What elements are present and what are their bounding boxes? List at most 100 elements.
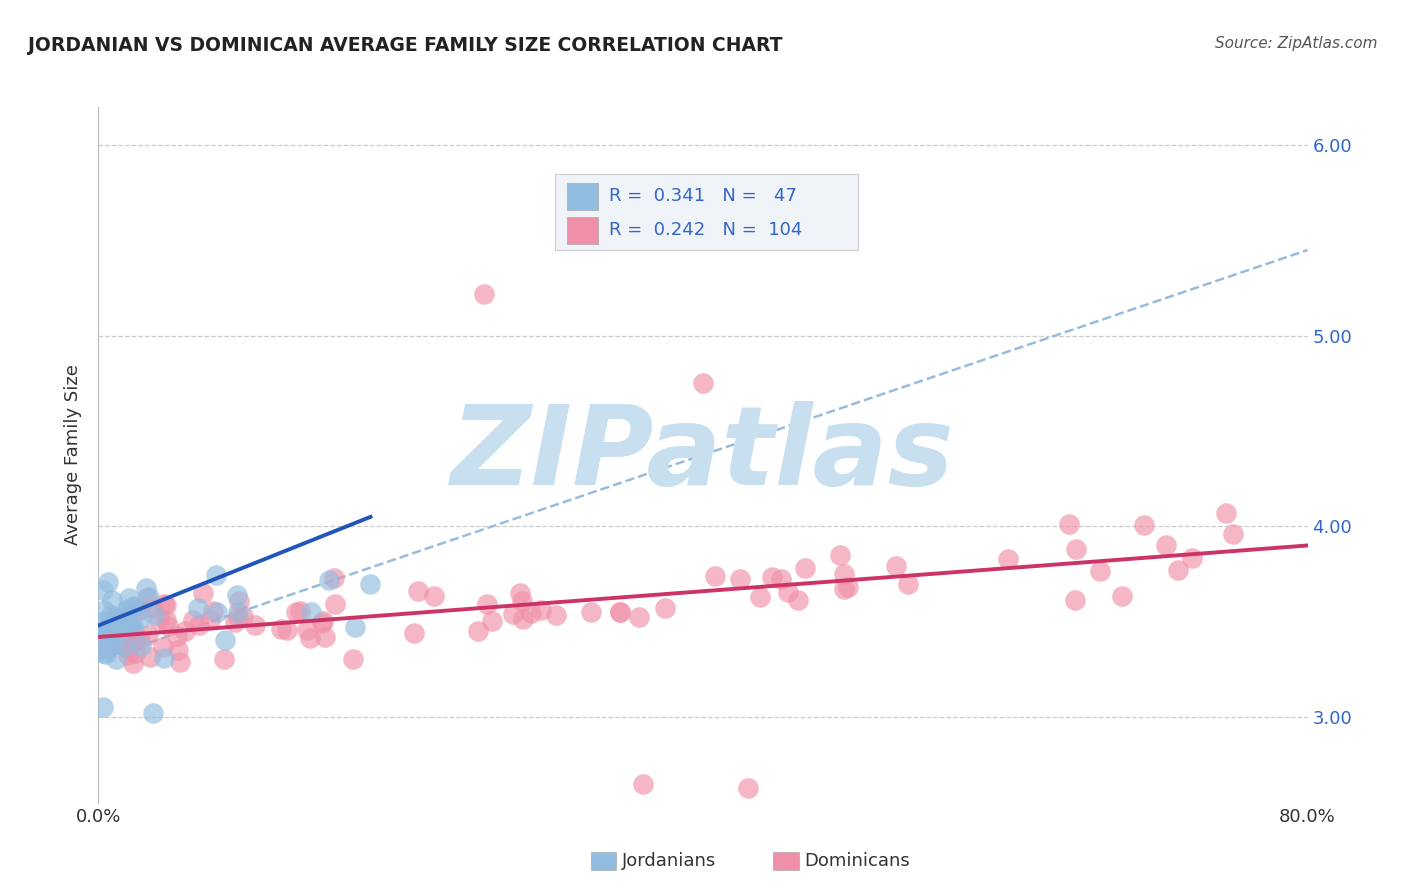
Point bbox=[243, 618, 266, 632]
Point bbox=[148, 612, 170, 626]
Point bbox=[124, 646, 146, 660]
Point bbox=[631, 777, 654, 791]
Point bbox=[121, 619, 143, 633]
Point bbox=[794, 561, 817, 575]
Point bbox=[94, 614, 117, 628]
Point bbox=[224, 615, 246, 629]
Point bbox=[156, 618, 179, 632]
Point bbox=[91, 628, 114, 642]
Point bbox=[166, 629, 188, 643]
Text: JORDANIAN VS DOMINICAN AVERAGE FAMILY SIZE CORRELATION CHART: JORDANIAN VS DOMINICAN AVERAGE FAMILY SI… bbox=[28, 36, 783, 54]
Point bbox=[117, 642, 139, 657]
Point bbox=[1154, 538, 1177, 552]
Point bbox=[323, 598, 346, 612]
Point bbox=[1215, 506, 1237, 520]
Point bbox=[153, 651, 176, 665]
Point bbox=[832, 566, 855, 581]
Point bbox=[91, 646, 114, 660]
Point bbox=[359, 576, 381, 591]
Point bbox=[94, 648, 117, 662]
Point bbox=[127, 632, 149, 646]
Point bbox=[692, 376, 714, 391]
Point bbox=[299, 605, 322, 619]
Point bbox=[270, 622, 292, 636]
Point bbox=[122, 624, 145, 639]
Point bbox=[193, 586, 215, 600]
Point bbox=[477, 597, 499, 611]
Point bbox=[1111, 589, 1133, 603]
Point bbox=[118, 615, 141, 630]
Point bbox=[115, 634, 138, 648]
Point bbox=[512, 612, 534, 626]
Point bbox=[627, 610, 650, 624]
Point bbox=[212, 651, 235, 665]
Text: ZIPatlas: ZIPatlas bbox=[451, 401, 955, 508]
Point bbox=[1088, 564, 1111, 578]
Point bbox=[276, 623, 298, 637]
Point bbox=[886, 558, 908, 573]
Point bbox=[141, 600, 163, 615]
Point bbox=[654, 601, 676, 615]
Point bbox=[135, 591, 157, 605]
Point bbox=[530, 603, 553, 617]
Point bbox=[112, 640, 135, 654]
Point bbox=[121, 633, 143, 648]
Point bbox=[318, 573, 340, 587]
Point bbox=[129, 611, 152, 625]
Text: Dominicans: Dominicans bbox=[804, 852, 910, 870]
Point bbox=[342, 652, 364, 666]
Point bbox=[142, 608, 165, 623]
Point bbox=[232, 608, 254, 623]
Point bbox=[481, 614, 503, 628]
Point bbox=[139, 650, 162, 665]
Point bbox=[311, 615, 333, 630]
Text: R =  0.341   N =   47: R = 0.341 N = 47 bbox=[609, 187, 797, 205]
Point bbox=[122, 599, 145, 614]
Point bbox=[97, 574, 120, 589]
Point bbox=[544, 607, 567, 622]
Point bbox=[135, 582, 157, 596]
Point bbox=[187, 618, 209, 632]
Point bbox=[343, 620, 366, 634]
Point bbox=[509, 586, 531, 600]
Point bbox=[155, 598, 177, 612]
Point bbox=[1057, 517, 1080, 532]
Point bbox=[214, 632, 236, 647]
Point bbox=[787, 593, 810, 607]
Point bbox=[103, 612, 125, 626]
Point bbox=[581, 605, 603, 619]
Point bbox=[467, 624, 489, 638]
Point bbox=[110, 638, 132, 652]
Point bbox=[502, 607, 524, 621]
Point bbox=[105, 612, 128, 626]
Point bbox=[169, 655, 191, 669]
Point bbox=[115, 602, 138, 616]
Point bbox=[91, 700, 114, 714]
Point bbox=[155, 613, 177, 627]
Point bbox=[128, 632, 150, 647]
Point bbox=[129, 639, 152, 653]
Point bbox=[519, 607, 541, 621]
Point bbox=[124, 632, 146, 646]
Point bbox=[997, 552, 1019, 566]
Point bbox=[323, 571, 346, 585]
Point bbox=[118, 618, 141, 632]
Point bbox=[609, 605, 631, 619]
Point bbox=[118, 591, 141, 605]
Point bbox=[100, 628, 122, 642]
Point bbox=[312, 614, 335, 628]
Point bbox=[830, 549, 852, 563]
Point bbox=[1181, 551, 1204, 566]
Point bbox=[228, 609, 250, 624]
Point bbox=[142, 706, 165, 721]
Point bbox=[110, 635, 132, 649]
Point bbox=[93, 603, 115, 617]
Point bbox=[174, 624, 197, 638]
Point bbox=[138, 590, 160, 604]
Point bbox=[200, 613, 222, 627]
Point bbox=[1167, 563, 1189, 577]
Point bbox=[749, 590, 772, 604]
Point bbox=[103, 636, 125, 650]
Point bbox=[121, 657, 143, 671]
Point bbox=[117, 604, 139, 618]
